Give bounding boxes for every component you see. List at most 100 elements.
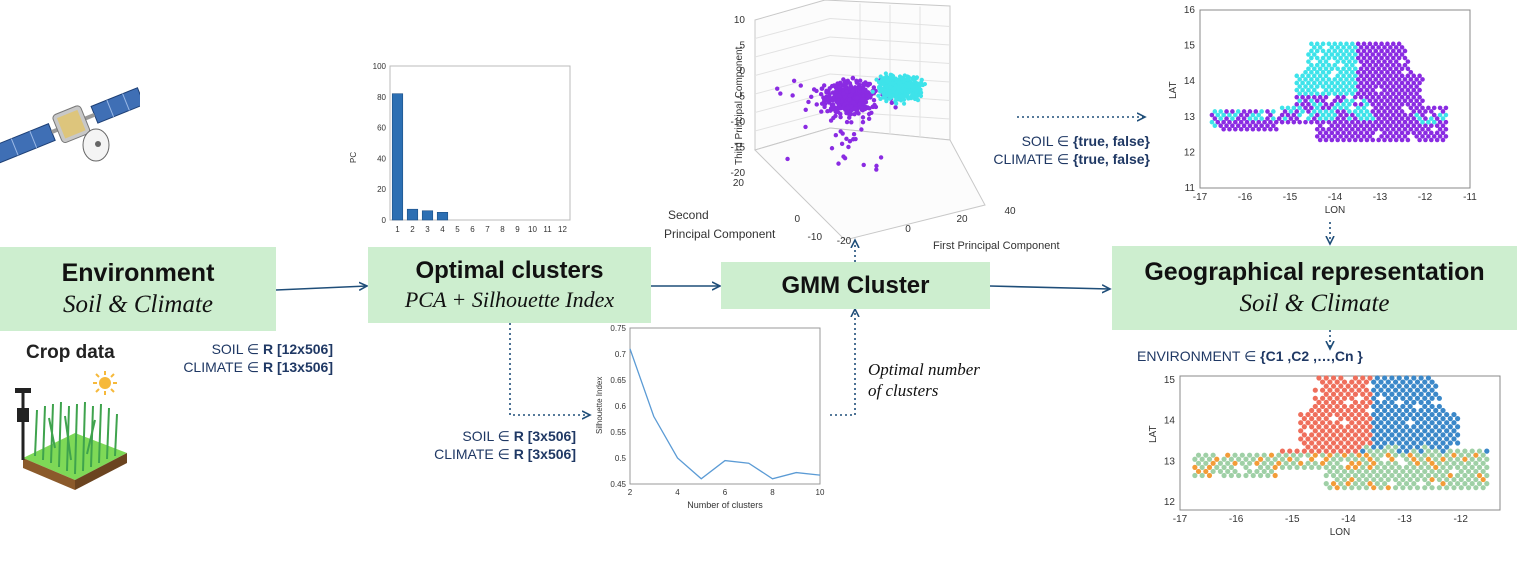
map-point [1334, 420, 1340, 426]
map-point [1371, 428, 1377, 434]
map-point [1417, 116, 1422, 121]
map-point [1367, 48, 1373, 54]
map-point [1407, 452, 1413, 458]
map-point [1407, 387, 1413, 393]
map-point [1327, 485, 1333, 491]
map-point [1418, 399, 1424, 405]
pca3d-point [819, 109, 824, 114]
map-point [1400, 476, 1406, 483]
map-point [1238, 126, 1244, 132]
map-ytick-label: 15 [1164, 375, 1176, 386]
map-point [1352, 391, 1359, 397]
map-point [1268, 460, 1275, 466]
map-point [1473, 476, 1479, 483]
pca3d-point [864, 82, 870, 87]
map-point [1330, 383, 1337, 389]
map-point [1361, 98, 1367, 104]
map-point [1195, 460, 1202, 466]
map-point [1389, 399, 1395, 405]
map-point [1221, 126, 1226, 132]
map-point [1371, 460, 1377, 466]
map-point [1399, 45, 1405, 50]
arrow-gmm-to-geo [989, 286, 1110, 289]
map-point [1352, 456, 1359, 462]
map-point [1426, 134, 1431, 139]
map-point [1429, 137, 1434, 143]
pca-climate-dim: CLIMATE ∈ R [3x506] [434, 446, 576, 462]
pca3d-grid-line [754, 18, 831, 39]
map-point [1422, 403, 1428, 410]
map-point [1444, 476, 1450, 483]
map-point [1352, 109, 1358, 114]
map-point [1319, 428, 1326, 434]
map-point [1330, 424, 1337, 430]
map-xtick-label: -16 [1229, 514, 1244, 525]
map-xtick-label: -15 [1283, 192, 1298, 203]
map-point [1385, 48, 1390, 54]
map-point [1334, 444, 1340, 450]
map-point [1233, 119, 1238, 125]
map-point [1440, 416, 1446, 422]
pca3d-point [896, 80, 901, 85]
map-point [1335, 80, 1340, 86]
map-point [1389, 448, 1395, 454]
map-point [1326, 134, 1332, 139]
pca3d-ytick-label: 20 [733, 178, 745, 189]
map-point [1393, 87, 1399, 93]
map-point [1352, 73, 1358, 79]
pca3d-point [914, 75, 920, 80]
map-point [1417, 109, 1422, 114]
map-point [1210, 452, 1216, 458]
map-point [1382, 45, 1387, 50]
pca3d-point [791, 78, 797, 83]
map-point [1367, 98, 1373, 104]
map-point [1358, 87, 1364, 93]
map-point [1326, 48, 1332, 54]
map-point [1261, 460, 1267, 466]
map-point [1316, 424, 1322, 430]
map-point [1239, 460, 1245, 466]
map-point [1426, 126, 1431, 132]
map-point [1306, 94, 1311, 100]
map-point [1352, 448, 1359, 454]
map-point [1444, 444, 1450, 450]
map-point [1363, 379, 1369, 385]
pca3d-grid-line [754, 73, 831, 95]
map-point [1382, 481, 1388, 487]
map-point [1320, 98, 1326, 104]
map-point [1352, 472, 1359, 479]
map-point [1465, 476, 1472, 483]
map-point [1374, 375, 1380, 381]
map-point [1436, 468, 1442, 475]
line-y-axis-label: Silhouette Index [595, 377, 604, 434]
map-ytick-label: 14 [1184, 76, 1196, 87]
map-point [1418, 440, 1424, 446]
map-point [1323, 391, 1329, 397]
map-point [1400, 468, 1406, 475]
map-xtick-label: -14 [1341, 514, 1356, 525]
map-point [1323, 424, 1329, 430]
map-point [1411, 80, 1417, 86]
map-point [1455, 456, 1461, 462]
map-point [1405, 80, 1411, 86]
map-point [1320, 119, 1326, 125]
pca3d-y-axis-label-2: Principal Component [664, 227, 776, 241]
map-point [1420, 77, 1425, 82]
map-point [1390, 55, 1396, 61]
map-point [1235, 123, 1241, 128]
map-point [1271, 116, 1276, 121]
map-point [1408, 70, 1414, 75]
map-point [1312, 94, 1317, 100]
map-point [1414, 411, 1421, 418]
map-point [1455, 464, 1461, 470]
map-point [1323, 464, 1329, 470]
map-point [1330, 464, 1337, 470]
pca3d-ztick-label: -5 [736, 92, 745, 103]
map-point [1352, 87, 1358, 93]
map-point [1433, 424, 1439, 430]
map-point [1396, 98, 1402, 104]
map-point [1418, 448, 1424, 454]
map-point [1444, 452, 1450, 458]
map-point [1382, 448, 1388, 454]
